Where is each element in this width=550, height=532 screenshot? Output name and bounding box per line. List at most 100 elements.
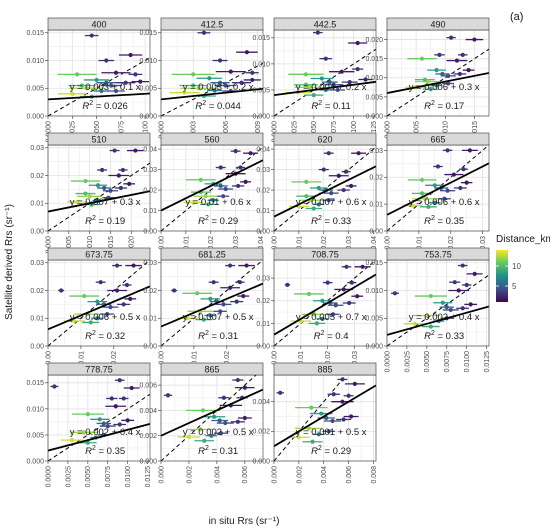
data-point xyxy=(331,392,336,397)
y-tick-label: 0.01 xyxy=(30,201,44,208)
facet-strip-label: 865 xyxy=(204,364,219,374)
legend-ticks: 5 10 xyxy=(496,262,521,291)
data-point xyxy=(125,418,130,423)
data-point xyxy=(209,433,214,438)
x-tick-label: 0.000 xyxy=(45,236,52,254)
data-point xyxy=(412,321,417,326)
x-tick-label: 0.003 xyxy=(191,121,198,139)
r2-label: R2 = 0.4 xyxy=(314,330,349,342)
y-tick-label: 0.000 xyxy=(252,113,270,120)
y-tick-label: 0.01 xyxy=(369,202,383,209)
data-point xyxy=(472,37,477,42)
x-tick-label: 0.02 xyxy=(325,351,332,365)
regression-line xyxy=(48,423,150,452)
y-tick-label: 0.01 xyxy=(143,316,157,323)
data-point xyxy=(316,202,321,207)
x-tick-label: 0.0075 xyxy=(331,121,338,143)
y-tick-label: 0.005 xyxy=(252,87,270,94)
panel-778.75: y = 0.002 + 0.4 xR2 = 0.35778.750.0000.0… xyxy=(26,362,152,488)
y-tick-label: 0.010 xyxy=(252,61,270,68)
data-point xyxy=(83,191,88,196)
y-axis-title: Satellite derived Rrs (sr⁻¹) xyxy=(4,204,15,320)
one-to-one-line xyxy=(48,393,150,461)
data-point xyxy=(325,280,330,285)
data-point xyxy=(329,191,334,196)
one-to-one-line xyxy=(161,375,257,461)
x-tick-label: 0.0025 xyxy=(404,351,411,373)
facet-strip-label: 681.25 xyxy=(198,249,226,259)
data-point xyxy=(172,288,177,293)
data-point xyxy=(117,422,122,427)
data-point xyxy=(446,73,451,78)
x-tick-label: 0.0125 xyxy=(145,466,152,488)
data-point xyxy=(218,165,223,170)
panel-673.75: y = 0.006 + 0.5 x R2 = 0.32 673.75 0.00 0.01… xyxy=(30,247,151,365)
data-point xyxy=(426,204,431,209)
x-tick-label: 0.0125 xyxy=(484,351,491,373)
r2-label: R2 = 0.35 xyxy=(424,215,464,227)
data-point xyxy=(326,151,331,156)
data-point xyxy=(104,58,109,63)
data-point xyxy=(363,77,368,82)
data-point xyxy=(296,435,301,440)
data-point xyxy=(235,377,240,383)
data-point xyxy=(466,68,471,73)
x-tick-label: 0.00 xyxy=(384,236,391,250)
data-point xyxy=(449,35,454,40)
facet-strip-label: 490 xyxy=(430,19,445,29)
equation-label: y = 0.006 + 0.3 x xyxy=(409,82,480,93)
data-point xyxy=(128,296,133,301)
y-tick-label: 0.015 xyxy=(365,56,383,63)
one-to-one-line xyxy=(274,375,347,461)
facet-strip-label: 885 xyxy=(317,364,332,374)
data-point xyxy=(304,179,309,184)
data-point xyxy=(202,438,207,443)
y-tick-label: 0.010 xyxy=(139,58,157,65)
x-tick-label: 0.00 xyxy=(158,236,165,250)
data-point xyxy=(113,404,118,409)
y-tick-label: 0.002 xyxy=(252,429,270,436)
x-tick-label: 0.000 xyxy=(158,121,165,139)
data-point xyxy=(423,196,428,201)
data-point xyxy=(419,191,425,196)
facet-strip-label: 753.75 xyxy=(424,249,452,259)
y-tick-label: 0.00 xyxy=(30,343,44,350)
data-point xyxy=(138,79,143,84)
r2-label: R2 = 0.17 xyxy=(424,100,464,112)
panel-681.25: y = 0.007 + 0.5 x R2 = 0.31 681.25 0.00 0.01… xyxy=(143,247,264,365)
x-tick-label: 0.010 xyxy=(443,121,450,139)
x-tick-label: 0.0100 xyxy=(351,121,358,143)
regression-line xyxy=(161,87,263,101)
equation-label: y = 0.01 + 0.6 x xyxy=(185,197,251,208)
y-tick-label: 0.000 xyxy=(139,113,157,120)
data-point xyxy=(75,199,80,204)
data-point xyxy=(165,393,171,398)
data-point xyxy=(83,178,88,184)
data-point xyxy=(323,56,328,61)
data-point xyxy=(355,294,360,299)
panel-885: y = 0.001 + 0.5 x R2 = 0.29 885 0.000 0.002 0… xyxy=(252,362,378,484)
y-tick-label: 0.03 xyxy=(143,260,157,267)
data-point xyxy=(75,72,80,77)
plot-area xyxy=(48,260,150,346)
y-tick-label: 0.02 xyxy=(369,175,383,182)
data-point xyxy=(217,58,223,63)
data-point xyxy=(234,299,239,304)
data-point xyxy=(309,405,314,410)
data-point xyxy=(451,172,457,177)
data-point xyxy=(227,263,233,268)
data-point xyxy=(445,188,450,193)
equation-label: y = 0.007 + 0.3 x xyxy=(70,197,141,208)
x-tick-label: 0.0000 xyxy=(384,351,391,373)
data-point xyxy=(285,282,290,287)
x-tick-label: 0.02 xyxy=(208,236,215,250)
data-point xyxy=(241,293,246,299)
one-to-one-line xyxy=(161,260,263,346)
data-point xyxy=(467,148,472,153)
data-point xyxy=(355,66,360,72)
r2-label: R2 = 0.026 xyxy=(82,100,127,112)
plot-area xyxy=(161,260,263,346)
y-tick-label: 0.000 xyxy=(365,343,383,350)
data-point xyxy=(59,288,64,293)
